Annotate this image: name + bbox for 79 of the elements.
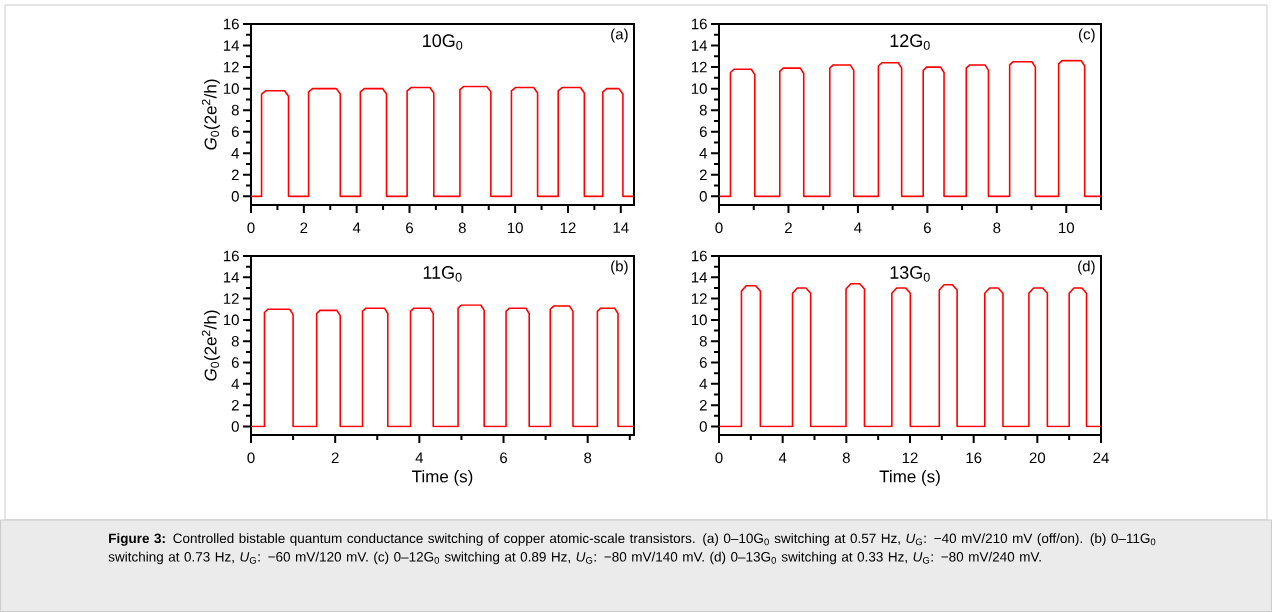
x-tick-label: 4 (778, 452, 787, 463)
x-tick-label: 14 (613, 222, 629, 233)
x-tick-label: 0 (247, 222, 255, 234)
x-tick-label: 0 (715, 452, 723, 464)
x-tick-label: 6 (406, 222, 413, 234)
annotation: (c) (1078, 28, 1095, 43)
y-tick-label: 16 (691, 250, 707, 262)
y-tick-label: 14 (691, 40, 708, 51)
x-tick-label: 10 (507, 222, 523, 234)
line-series (251, 85, 634, 198)
y-tick-label: 16 (223, 250, 239, 262)
y-tick-label: 10 (223, 83, 239, 94)
x-tick-label: 4 (415, 452, 424, 463)
annotation: (d) (1078, 260, 1095, 275)
x-tick-label: 8 (993, 222, 1001, 234)
y-tick-label: 12 (223, 293, 239, 304)
x-tick-label: 0 (715, 222, 723, 234)
line-series (719, 282, 1101, 428)
x-tick-label: 24 (1093, 452, 1109, 463)
x-tick-label: 0 (247, 452, 255, 464)
y-tick-label: 0 (699, 421, 707, 432)
x-tick-label: 8 (458, 222, 466, 234)
y-tick-label: 12 (691, 293, 707, 304)
x-tick-label: 2 (785, 222, 792, 233)
y-tick-label: 10 (223, 314, 239, 326)
y-tick-label: 2 (699, 399, 707, 411)
annotation: (a) (611, 28, 628, 43)
x-tick-label: 4 (854, 222, 862, 233)
x-tick-label: 12 (560, 222, 576, 233)
annotation: (b) (611, 260, 628, 275)
y-axis-title: G$_{0}$(2e$^{2}$/h) (201, 79, 220, 150)
x-tick-label: 2 (300, 222, 308, 233)
y-tick-label: 8 (231, 104, 239, 116)
y-tick-label: 2 (699, 169, 707, 181)
y-tick-label: 12 (691, 61, 707, 73)
y-tick-label: 16 (691, 18, 707, 30)
x-tick-label: 4 (352, 222, 361, 233)
y-tick-label: 4 (699, 148, 708, 159)
y-tick-label: 8 (699, 335, 707, 347)
y-tick-label: 14 (223, 272, 240, 283)
line-series (719, 59, 1101, 198)
x-tick-label: 20 (1029, 452, 1046, 464)
line-series (251, 304, 634, 428)
y-tick-label: 16 (223, 18, 239, 30)
y-tick-label: 4 (231, 378, 240, 389)
annotation: 13G$_{0}$ (890, 266, 930, 282)
annotation: 12G$_{0}$ (890, 34, 930, 50)
y-tick-label: 8 (699, 104, 707, 116)
y-tick-label: 4 (231, 148, 240, 159)
y-tick-label: 2 (231, 399, 239, 411)
annotation: 11G$_{0}$ (423, 266, 462, 282)
y-tick-label: 14 (691, 272, 708, 283)
y-tick-label: 0 (231, 421, 239, 432)
y-tick-label: 4 (699, 378, 708, 389)
x-axis-title: Time (s) (879, 470, 940, 486)
y-tick-label: 6 (231, 357, 239, 368)
y-tick-label: 0 (231, 191, 239, 202)
x-tick-label: 12 (902, 452, 918, 463)
text: Figure 3: Controlled bistable quantum conductance switching of copper atomic-scale transistors. (a) 0–10G$_{0}$ switching at 0.57 Hz, U$_{G}$: −40 mV/210 mV (off/on). (b) 0–11G$_{0}$ switching at 0.73 Hz, U$_{G}$: −60 mV/120 mV. (c) 0–12G$_{0}$ switching at 0.89 Hz, U$_{G}$: −80 mV/140 mV. (d) 0–13G$_{0}$ switching at 0.33 Hz, U$_{G}$: −80 mV/240 mV. (108, 533, 1156, 565)
y-tick-label: 12 (223, 61, 239, 73)
x-tick-label: 2 (331, 452, 339, 463)
x-tick-label: 6 (500, 452, 508, 464)
y-axis-title: G$_{0}$(2e$^{2}$/h) (201, 310, 220, 381)
annotation: 10G$_{0}$ (423, 34, 463, 50)
y-tick-label: 10 (691, 314, 707, 326)
x-axis-title: Time (s) (412, 470, 473, 486)
y-tick-label: 6 (231, 126, 239, 138)
y-tick-label: 0 (699, 191, 707, 202)
y-tick-label: 2 (231, 169, 239, 181)
y-tick-label: 14 (223, 40, 240, 51)
y-tick-label: 8 (231, 335, 239, 347)
x-tick-label: 16 (966, 452, 982, 464)
y-tick-label: 6 (699, 357, 707, 368)
y-tick-label: 6 (699, 126, 707, 138)
x-tick-label: 6 (923, 222, 931, 234)
x-tick-label: 8 (584, 452, 592, 464)
x-tick-label: 8 (842, 452, 850, 464)
y-tick-label: 10 (691, 83, 707, 94)
x-tick-label: 10 (1059, 222, 1075, 234)
